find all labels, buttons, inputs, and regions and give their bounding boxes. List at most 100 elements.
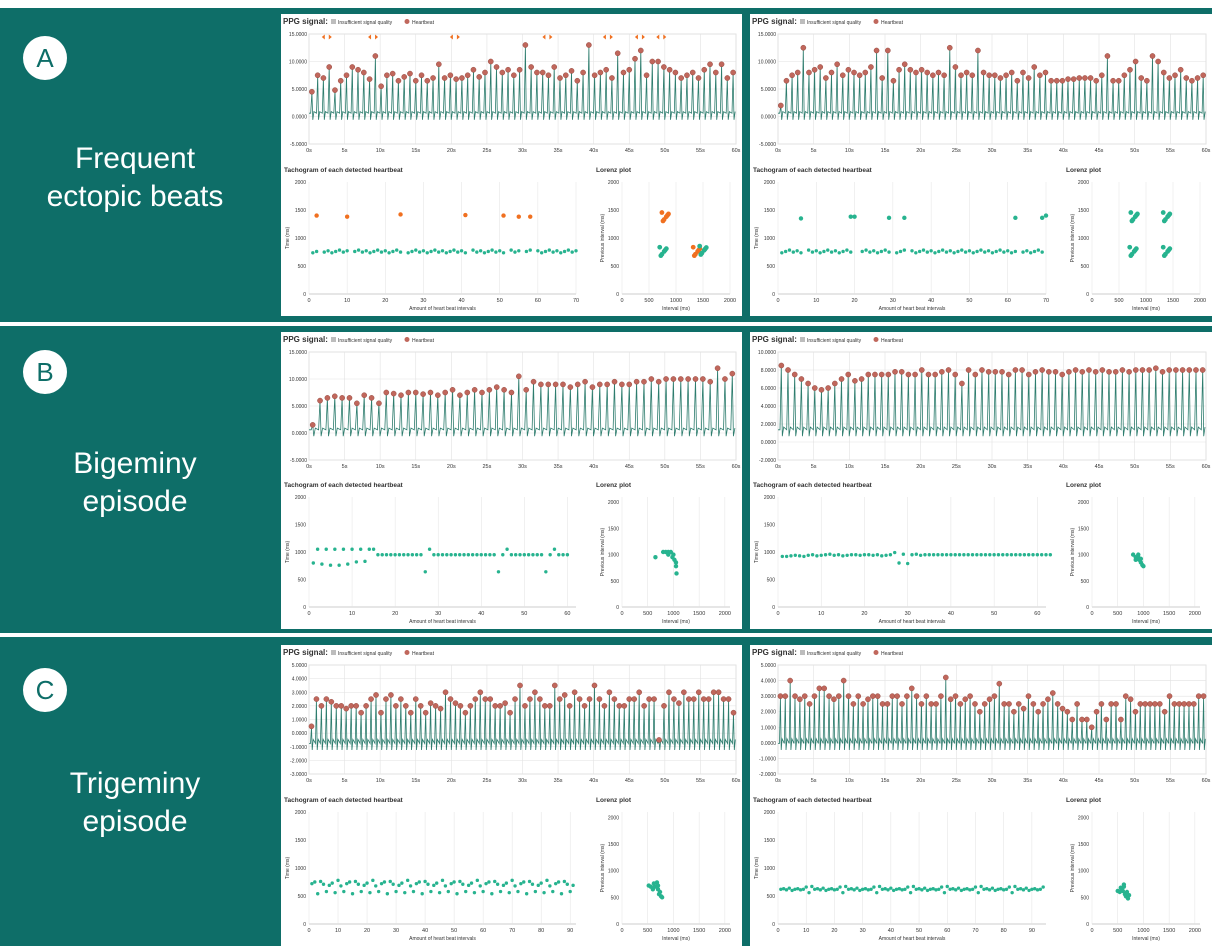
tachogram-point <box>897 561 901 565</box>
heartbeat-marker <box>1103 716 1110 723</box>
tachogram-point <box>1048 553 1053 557</box>
ppg-xtick: 50s <box>660 778 669 784</box>
panel-svg: PPG signal: Insufficient signal quality He… <box>283 17 741 312</box>
heartbeat-marker <box>355 66 361 73</box>
ppg-xtick: 15s <box>881 148 890 154</box>
tachogram-point <box>888 553 893 557</box>
heartbeat-marker <box>794 69 801 76</box>
tachogram-point <box>548 884 552 888</box>
tachogram-point <box>872 885 876 889</box>
heartbeat-marker <box>1030 701 1037 707</box>
heartbeat-marker <box>1181 701 1187 707</box>
tachogram-point <box>954 888 958 892</box>
heartbeat-marker <box>1040 701 1046 707</box>
lorenz-xtick: 2000 <box>719 928 731 934</box>
lorenz-point <box>655 883 661 888</box>
heartbeat-marker <box>959 380 965 387</box>
tachogram-point <box>1002 250 1006 254</box>
ppg-ytick: 10.0000 <box>289 60 307 66</box>
tachogram-point <box>948 249 952 253</box>
ppg-xtick: 30s <box>988 464 997 470</box>
tachogram-point <box>320 562 324 566</box>
heartbeat-marker <box>552 381 559 388</box>
tachogram-point <box>566 248 571 252</box>
lorenz-ytick: 0 <box>1086 922 1089 928</box>
tachogram-point <box>922 886 927 890</box>
ppg-xtick: 5s <box>342 464 348 470</box>
heartbeat-marker <box>435 392 441 399</box>
legend-beat-swatch <box>873 650 879 655</box>
lorenz-point <box>1167 246 1173 252</box>
tachogram-point <box>1013 249 1018 254</box>
tachogram-ytick: 2000 <box>764 180 775 186</box>
tachogram-point <box>789 554 793 558</box>
heartbeat-marker <box>872 371 878 378</box>
heartbeat-marker <box>576 696 583 702</box>
heartbeat-marker <box>800 44 807 51</box>
heartbeat-marker <box>502 700 508 706</box>
tachogram-point <box>449 553 453 557</box>
tachogram-point <box>493 879 497 884</box>
tachogram-point <box>458 553 462 557</box>
tachogram-point <box>346 562 350 566</box>
tachogram-point <box>953 553 957 557</box>
tachogram-point <box>379 250 384 254</box>
legend-poor-swatch <box>331 650 336 655</box>
tachogram-point <box>1007 885 1012 889</box>
tachogram-point <box>347 880 352 884</box>
tachogram-point <box>544 570 548 574</box>
heartbeat-marker <box>952 693 959 699</box>
heartbeat-marker <box>616 703 623 709</box>
tachogram-point <box>328 563 333 567</box>
tachogram-title: Tachogram of each detected heartbeat <box>284 797 404 804</box>
heartbeat-marker <box>930 72 936 79</box>
tachogram-point <box>398 250 403 254</box>
panel-a-right: PPG signal: Insufficient signal quality He… <box>750 14 1212 316</box>
lorenz-ytick: 1000 <box>608 553 619 559</box>
tachogram-point <box>498 249 502 253</box>
tachogram-point <box>314 249 319 254</box>
tachogram-point <box>960 248 964 252</box>
lorenz-ytick: 0 <box>1086 292 1089 298</box>
heartbeat-marker <box>858 376 865 382</box>
tachogram-point <box>910 249 914 253</box>
tachogram-xtick: 20 <box>382 298 388 304</box>
lorenz-ytick: 0 <box>616 605 619 611</box>
heartbeat-marker <box>677 376 684 382</box>
lorenz-xlabel: Interval (ms) <box>662 619 690 625</box>
tachogram-ytick: 2000 <box>764 495 775 501</box>
tachogram-point <box>471 248 475 252</box>
heartbeat-marker <box>499 69 506 76</box>
tachogram-ylabel: Time (ms) <box>285 227 291 250</box>
ppg-ytick: 3.0000 <box>761 694 777 700</box>
heartbeat-marker <box>1014 77 1021 84</box>
heartbeat-marker <box>457 703 464 709</box>
tachogram-point <box>372 249 376 254</box>
heartbeat-marker <box>913 69 919 76</box>
heartbeat-marker <box>879 701 886 707</box>
tachogram-xtick: 20 <box>852 298 858 304</box>
tachogram-ytick: 1000 <box>295 236 306 242</box>
heartbeat-marker <box>323 696 330 702</box>
tachogram-point <box>552 547 557 551</box>
tachogram-point <box>973 885 978 889</box>
lorenz-xtick: 1000 <box>1140 298 1152 304</box>
tachogram-point <box>453 553 458 557</box>
tachogram-point <box>1030 887 1034 891</box>
heartbeat-marker <box>1149 53 1156 59</box>
heartbeat-marker <box>420 391 426 397</box>
heartbeat-marker <box>1152 701 1158 707</box>
lorenz-xtick: 1500 <box>1167 298 1179 304</box>
tachogram-xtick: 70 <box>972 928 978 934</box>
panel-b-left: PPG signal: Insufficient signal quality He… <box>281 332 742 629</box>
ppg-xtick: 20s <box>916 148 925 154</box>
tachogram-point <box>894 887 899 891</box>
heartbeat-marker <box>986 696 993 703</box>
lorenz-point <box>1124 889 1130 895</box>
heartbeat-marker <box>1001 701 1007 707</box>
lorenz-point <box>659 210 665 215</box>
heartbeat-marker <box>1046 369 1052 375</box>
tachogram-point <box>406 553 410 557</box>
ppg-ytick: 0.0000 <box>761 440 777 446</box>
tachogram-point <box>464 889 468 894</box>
